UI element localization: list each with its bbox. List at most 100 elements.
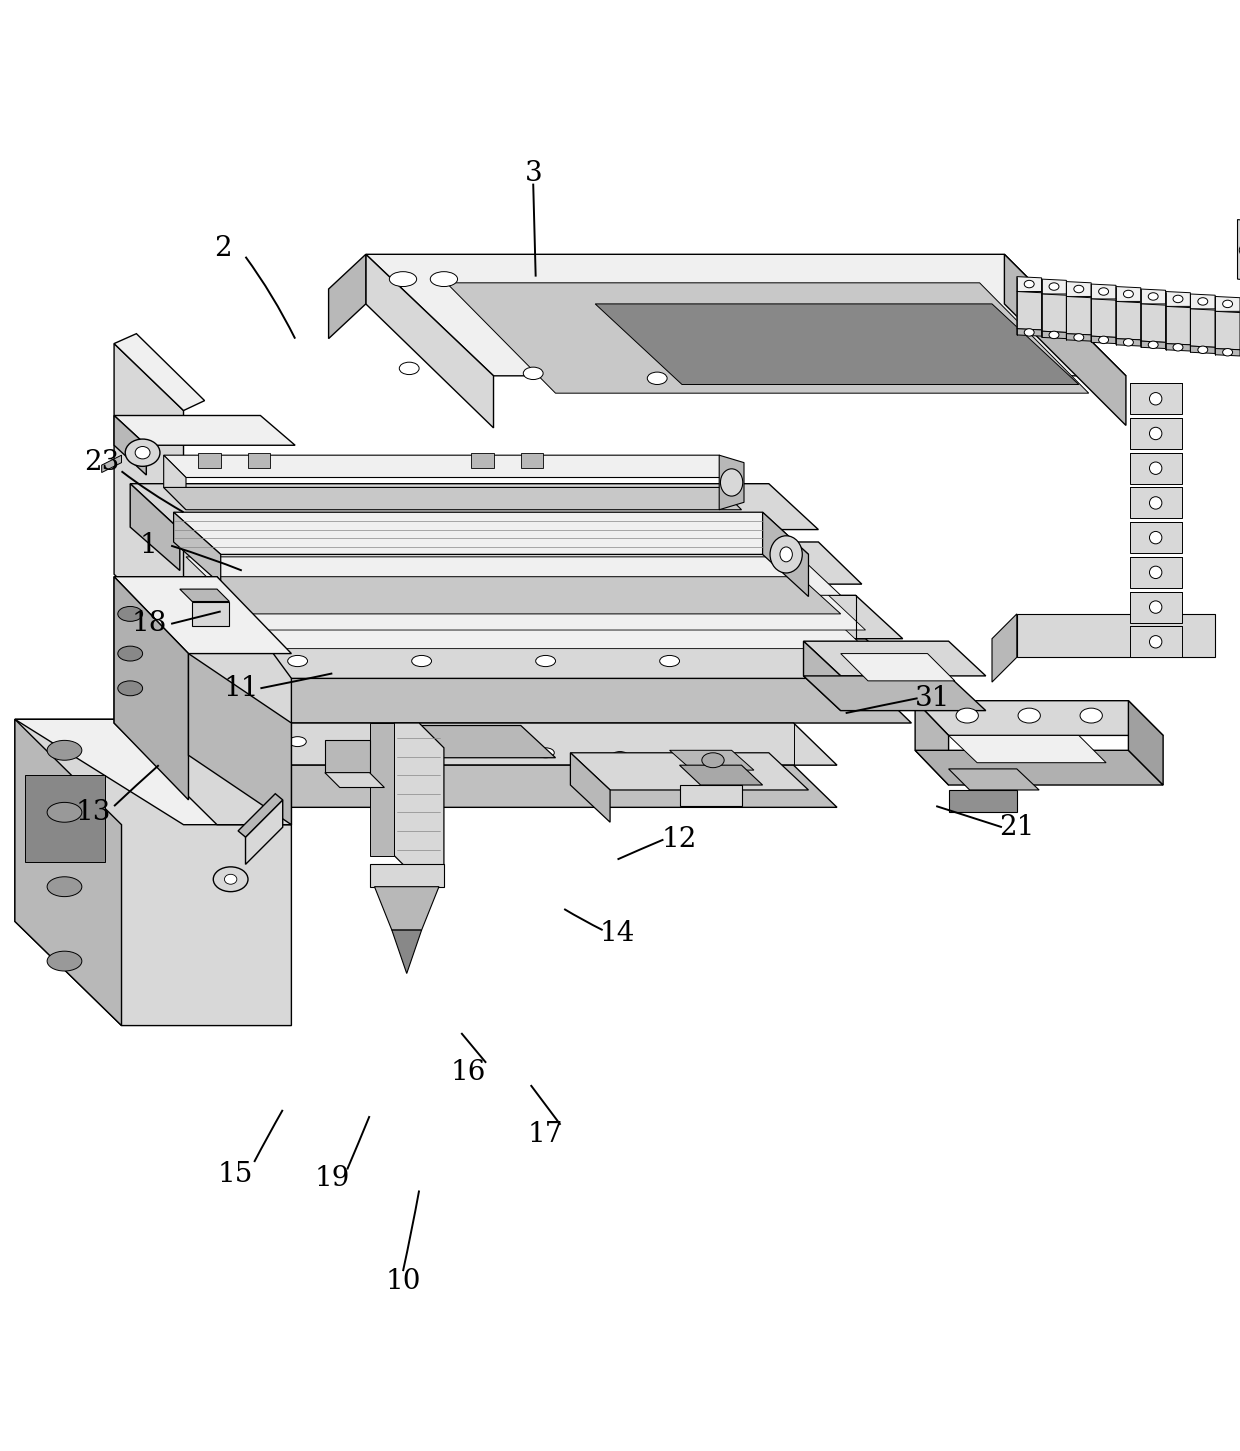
Polygon shape <box>366 254 494 428</box>
Polygon shape <box>171 595 221 679</box>
Polygon shape <box>471 453 494 467</box>
Polygon shape <box>25 775 105 862</box>
Ellipse shape <box>1149 427 1162 440</box>
Polygon shape <box>949 769 1039 789</box>
Ellipse shape <box>118 607 143 621</box>
Ellipse shape <box>1149 601 1162 614</box>
Polygon shape <box>1066 334 1091 341</box>
Polygon shape <box>325 772 384 788</box>
Polygon shape <box>114 576 291 653</box>
Polygon shape <box>174 512 221 585</box>
Polygon shape <box>1215 348 1240 355</box>
Polygon shape <box>1116 286 1141 302</box>
Polygon shape <box>1190 295 1215 309</box>
Polygon shape <box>366 254 1126 376</box>
Text: 31: 31 <box>915 685 950 712</box>
Text: 18: 18 <box>131 611 166 637</box>
Text: 13: 13 <box>76 800 110 826</box>
Ellipse shape <box>660 656 680 666</box>
Polygon shape <box>1116 302 1141 340</box>
Polygon shape <box>248 453 270 467</box>
Ellipse shape <box>118 681 143 695</box>
Ellipse shape <box>1148 293 1158 300</box>
Text: 16: 16 <box>451 1059 486 1087</box>
Polygon shape <box>804 676 986 711</box>
Polygon shape <box>1130 488 1182 518</box>
Ellipse shape <box>47 876 82 897</box>
Polygon shape <box>171 595 903 638</box>
Polygon shape <box>164 456 186 509</box>
Polygon shape <box>114 334 205 411</box>
Ellipse shape <box>1198 345 1208 354</box>
Polygon shape <box>915 750 1163 785</box>
Polygon shape <box>915 701 949 785</box>
Ellipse shape <box>1149 393 1162 405</box>
Ellipse shape <box>1024 329 1034 337</box>
Ellipse shape <box>720 469 743 496</box>
Text: 23: 23 <box>84 450 119 476</box>
Ellipse shape <box>1074 286 1084 293</box>
Polygon shape <box>1091 284 1116 299</box>
Polygon shape <box>446 283 1089 393</box>
Polygon shape <box>238 794 283 837</box>
Ellipse shape <box>47 802 82 823</box>
Ellipse shape <box>1148 341 1158 348</box>
Polygon shape <box>171 638 217 723</box>
Polygon shape <box>992 614 1017 682</box>
Polygon shape <box>1130 522 1182 553</box>
Polygon shape <box>198 453 221 467</box>
Text: 15: 15 <box>218 1161 253 1188</box>
Polygon shape <box>1141 341 1166 348</box>
Polygon shape <box>1128 701 1163 785</box>
Polygon shape <box>174 512 808 554</box>
Polygon shape <box>217 765 837 807</box>
Polygon shape <box>15 720 122 1026</box>
Text: 17: 17 <box>528 1122 563 1148</box>
Polygon shape <box>114 576 188 800</box>
Ellipse shape <box>1149 636 1162 649</box>
Polygon shape <box>804 641 841 711</box>
Ellipse shape <box>125 440 160 466</box>
Polygon shape <box>246 800 283 865</box>
Ellipse shape <box>135 447 150 459</box>
Polygon shape <box>114 576 291 824</box>
Ellipse shape <box>1018 708 1040 723</box>
Ellipse shape <box>1223 348 1233 355</box>
Polygon shape <box>1066 296 1091 335</box>
Polygon shape <box>226 592 866 630</box>
Ellipse shape <box>1149 496 1162 509</box>
Ellipse shape <box>686 756 703 765</box>
Polygon shape <box>1042 279 1066 295</box>
Ellipse shape <box>1074 334 1084 341</box>
Polygon shape <box>915 701 1163 736</box>
Polygon shape <box>372 726 556 757</box>
Polygon shape <box>1042 295 1066 332</box>
Polygon shape <box>188 653 291 824</box>
Polygon shape <box>1116 338 1141 345</box>
Text: 14: 14 <box>600 920 635 948</box>
Polygon shape <box>374 887 439 930</box>
Polygon shape <box>370 865 444 887</box>
Polygon shape <box>1130 453 1182 483</box>
Polygon shape <box>1215 312 1240 350</box>
Polygon shape <box>130 483 818 530</box>
Ellipse shape <box>1080 708 1102 723</box>
Polygon shape <box>15 720 291 1026</box>
Polygon shape <box>1166 344 1190 351</box>
Polygon shape <box>164 488 742 509</box>
Ellipse shape <box>523 367 543 380</box>
Polygon shape <box>217 723 837 765</box>
Polygon shape <box>804 641 986 676</box>
Polygon shape <box>680 785 742 807</box>
Polygon shape <box>1141 303 1166 342</box>
Polygon shape <box>114 415 146 474</box>
Polygon shape <box>1141 289 1166 303</box>
Polygon shape <box>1190 345 1215 354</box>
Polygon shape <box>1066 281 1091 296</box>
Polygon shape <box>1130 418 1182 448</box>
Polygon shape <box>1238 219 1240 280</box>
Polygon shape <box>570 753 808 789</box>
Polygon shape <box>1166 292 1190 306</box>
Ellipse shape <box>376 741 393 752</box>
Ellipse shape <box>1149 566 1162 579</box>
